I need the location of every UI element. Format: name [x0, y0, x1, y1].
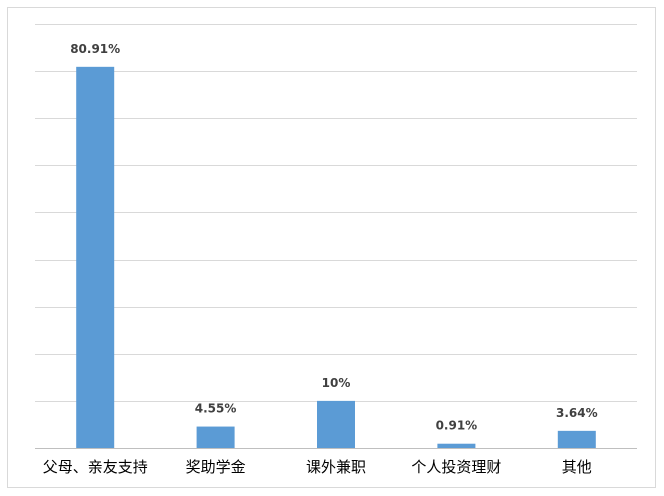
bar: [557, 430, 596, 448]
bar: [196, 426, 235, 448]
bar: [76, 66, 115, 448]
x-tick-label: 奖助学金: [186, 458, 246, 476]
data-label: 80.91%: [70, 42, 120, 56]
data-label: 4.55%: [195, 402, 237, 416]
data-label: 10%: [322, 376, 351, 390]
x-axis-tick-labels: 父母、亲友支持 奖助学金 课外兼职 个人投资理财 其他: [43, 458, 592, 476]
bar-chart: 80.91% 4.55% 10% 0.91% 3.64% 父母、亲友支持 奖助学金 课外兼职…: [35, 24, 637, 476]
x-tick-label: 课外兼职: [306, 458, 366, 476]
chart-frame: 80.91% 4.55% 10% 0.91% 3.64% 父母、亲友支持 奖助学金 课外兼职…: [7, 7, 656, 488]
data-label: 0.91%: [436, 419, 478, 433]
bar: [437, 443, 476, 448]
x-tick-label: 个人投资理财: [411, 458, 501, 476]
data-label: 3.64%: [556, 406, 598, 420]
bars: [76, 66, 596, 448]
data-labels: 80.91% 4.55% 10% 0.91% 3.64%: [70, 42, 597, 433]
bar: [317, 400, 355, 448]
gridlines: [35, 24, 637, 449]
x-tick-label: 其他: [562, 458, 592, 476]
x-tick-label: 父母、亲友支持: [43, 458, 148, 476]
